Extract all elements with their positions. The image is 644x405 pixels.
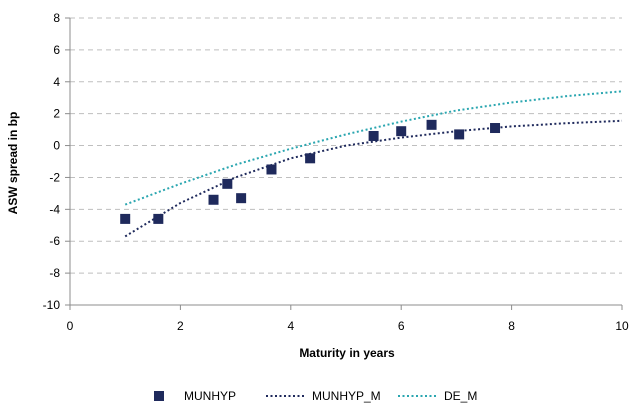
y-tick-label: 6 <box>53 43 60 57</box>
data-point-munhyp <box>454 129 465 140</box>
data-point-munhyp <box>396 126 407 137</box>
y-tick-label: 8 <box>53 11 60 25</box>
x-tick-label: 0 <box>67 319 74 333</box>
data-point-munhyp <box>305 153 316 164</box>
legend-label-de-m: DE_M <box>444 389 477 403</box>
legend-label-munhyp: MUNHYP <box>184 389 236 403</box>
legend-marker-munhyp <box>154 391 164 401</box>
data-point-munhyp <box>222 178 233 189</box>
y-tick-labels: -10 -8 -6 -4 -2 0 2 4 6 8 <box>43 11 61 312</box>
series-lines <box>124 90 623 238</box>
data-point-munhyp <box>236 193 247 204</box>
x-tick-label: 4 <box>287 319 294 333</box>
y-tick-label: -10 <box>43 298 61 312</box>
data-point-munhyp <box>266 164 277 175</box>
y-tick-label: 0 <box>53 139 60 153</box>
x-tick-label: 10 <box>615 319 629 333</box>
y-axis-title: ASW spread in bp <box>6 112 20 215</box>
gridlines <box>65 17 622 306</box>
series-line-munhyp-m <box>124 119 623 238</box>
y-tick-label: -2 <box>49 170 60 184</box>
legend-label-munhyp-m: MUNHYP_M <box>312 389 381 403</box>
legend: MUNHYP MUNHYP_M DE_M <box>154 389 477 403</box>
y-tick-label: -8 <box>49 266 60 280</box>
series-line-de-m <box>124 90 623 206</box>
y-tick-label: -4 <box>49 202 60 216</box>
data-point-munhyp <box>426 119 437 130</box>
data-point-munhyp <box>368 130 379 141</box>
x-axis-title: Maturity in years <box>299 346 395 360</box>
x-tick-label: 2 <box>177 319 184 333</box>
axes <box>69 18 623 310</box>
y-tick-label: 2 <box>53 107 60 121</box>
x-tick-labels: 0 2 4 6 8 10 <box>67 319 629 333</box>
data-point-munhyp <box>120 213 131 224</box>
data-point-munhyp <box>490 123 501 134</box>
y-tick-label: 4 <box>53 75 60 89</box>
data-point-munhyp <box>208 194 219 205</box>
x-tick-label: 8 <box>508 319 515 333</box>
x-tick-label: 6 <box>398 319 405 333</box>
series-points <box>120 119 501 224</box>
data-point-munhyp <box>153 213 164 224</box>
y-tick-label: -6 <box>49 234 60 248</box>
